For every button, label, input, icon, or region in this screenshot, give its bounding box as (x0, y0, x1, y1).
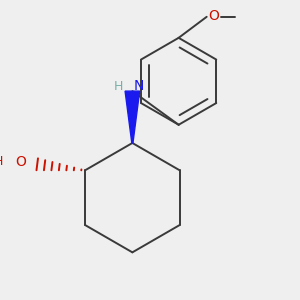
Text: O: O (16, 154, 26, 169)
Text: N: N (134, 79, 144, 93)
Text: H: H (0, 155, 3, 168)
Polygon shape (125, 91, 140, 143)
Text: O: O (208, 9, 219, 23)
Text: H: H (114, 80, 123, 93)
